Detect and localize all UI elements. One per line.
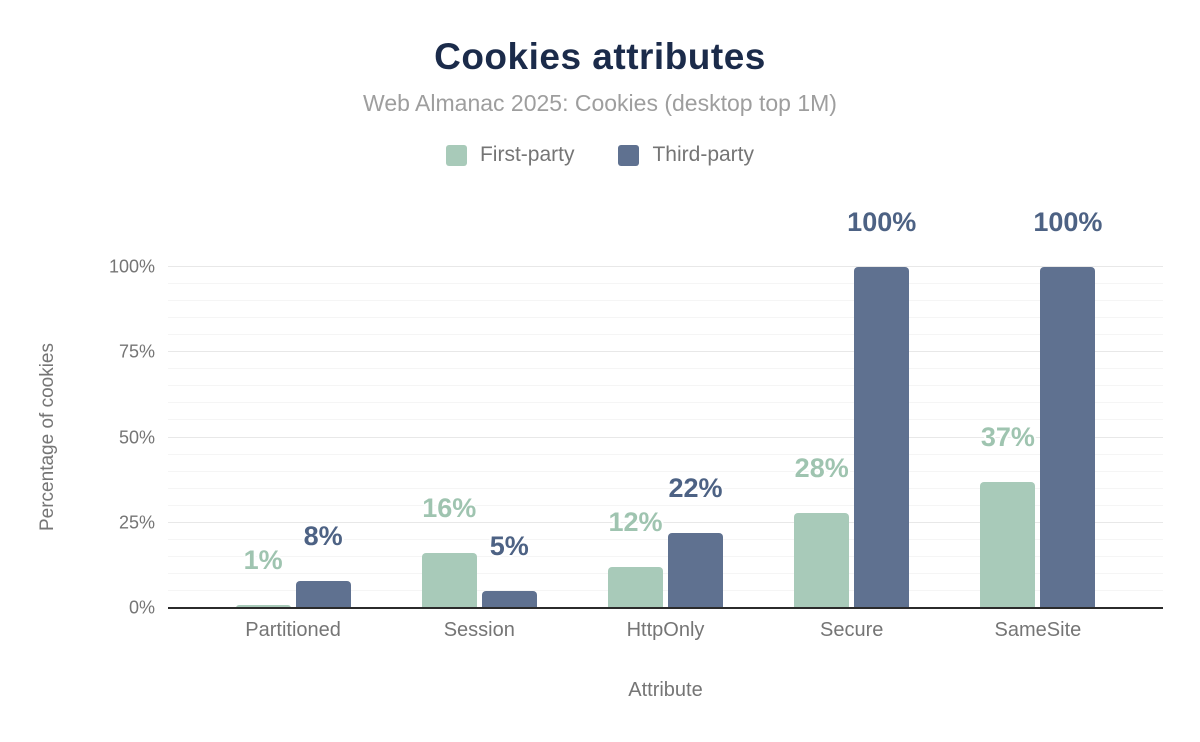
bar-third-party-samesite xyxy=(1040,267,1096,608)
value-label: 12% xyxy=(608,507,663,538)
gridline-minor xyxy=(168,589,1163,591)
gridline-minor xyxy=(168,300,1163,302)
legend-swatch-icon xyxy=(445,144,467,166)
gridline-minor xyxy=(168,334,1163,336)
bar-slot: 12% xyxy=(608,267,663,608)
bar-group-partitioned: 1% 8% Partitioned xyxy=(200,267,386,641)
gridline-minor xyxy=(168,368,1163,370)
y-tick-label: 0% xyxy=(128,597,155,618)
bar-third-party-partitioned xyxy=(295,580,351,608)
y-tick-label: 75% xyxy=(118,341,155,362)
bar-first-party-httponly xyxy=(608,567,663,608)
gridline-minor xyxy=(168,453,1163,455)
bar-group-httponly: 12% 22% HttpOnly xyxy=(572,267,758,641)
y-tick-label: 100% xyxy=(108,256,155,277)
gridline-major xyxy=(168,521,1163,523)
y-axis-ticks: 0% 25% 50% 75% 100% xyxy=(75,257,155,618)
x-tick-label: Partitioned xyxy=(245,619,341,641)
value-label: 100% xyxy=(847,207,917,237)
x-tick-label: SameSite xyxy=(994,619,1082,641)
bar-group-secure: 28% 100% Secure xyxy=(759,209,945,641)
value-label: 5% xyxy=(489,530,529,561)
bar-group-session: 16% 5% Session xyxy=(386,267,572,641)
x-tick-label: HttpOnly xyxy=(626,619,705,641)
value-label: 16% xyxy=(422,493,477,524)
value-label: 37% xyxy=(980,421,1035,452)
bar-slot: 28% xyxy=(794,267,850,608)
legend: First-party Third-party xyxy=(0,143,1200,167)
bar-pair: 12% 22% xyxy=(608,267,723,608)
legend-item-third-party: Third-party xyxy=(618,143,754,167)
bar-third-party-httponly xyxy=(668,532,723,608)
bar-third-party-secure xyxy=(854,267,910,608)
gridline-minor xyxy=(168,317,1163,319)
x-tick-label: Secure xyxy=(820,619,884,641)
legend-label: Third-party xyxy=(652,143,755,166)
bar-slot: 100% xyxy=(847,209,916,608)
y-axis-title: Percentage of cookies xyxy=(37,342,58,532)
bar-slot: 1% xyxy=(235,267,291,608)
gridline-major xyxy=(168,351,1163,353)
bar-first-party-secure xyxy=(794,512,850,608)
gridline-major xyxy=(168,436,1163,438)
gridline-minor xyxy=(168,470,1163,472)
y-tick-label: 50% xyxy=(118,427,155,447)
gridline-minor xyxy=(168,402,1163,404)
bar-third-party-session xyxy=(481,590,537,608)
bar-slot: 37% xyxy=(980,267,1036,608)
bar-slot: 8% xyxy=(295,267,351,608)
bar-slot: 100% xyxy=(1033,209,1102,608)
bar-pair: 37% 100% xyxy=(980,209,1102,608)
gridline-minor xyxy=(168,419,1163,421)
legend-item-first-party: First-party xyxy=(445,143,575,167)
bar-first-party-samesite xyxy=(980,481,1036,608)
bar-groups: 1% 8% Partitioned 16% 5% Session 12% 22% HttpOnl… xyxy=(168,209,1163,641)
gridline-minor xyxy=(168,555,1163,557)
legend-swatch-icon xyxy=(618,144,640,166)
gridline-minor xyxy=(168,385,1163,387)
gridline-major xyxy=(168,266,1163,267)
bar-pair: 16% 5% xyxy=(421,267,537,608)
bar-slot: 16% xyxy=(421,267,477,608)
gridline-minor xyxy=(168,487,1163,489)
bar-slot: 5% xyxy=(481,267,537,608)
value-label: 1% xyxy=(243,544,283,575)
bar-first-party-partitioned xyxy=(235,604,291,608)
bar-slot: 22% xyxy=(668,267,723,608)
gridline-minor xyxy=(168,504,1163,506)
gridline-minor xyxy=(168,283,1163,285)
bar-pair: 1% 8% xyxy=(235,267,351,608)
value-label: 28% xyxy=(794,452,849,483)
x-axis-title: Attribute xyxy=(628,679,703,701)
gridline-minor xyxy=(168,538,1163,540)
chart-title: Cookies attributes xyxy=(434,36,766,77)
y-tick-label: 25% xyxy=(118,512,155,533)
value-label: 8% xyxy=(303,520,343,551)
chart-subtitle: Web Almanac 2025: Cookies (desktop top 1… xyxy=(363,90,837,116)
bar-pair: 28% 100% xyxy=(794,209,916,608)
legend-label: First-party xyxy=(479,143,575,166)
value-label: 22% xyxy=(668,472,723,503)
x-axis-line xyxy=(168,606,1163,609)
bar-first-party-session xyxy=(421,553,477,608)
value-label: 100% xyxy=(1033,207,1103,237)
gridline-minor xyxy=(168,572,1163,574)
x-tick-label: Session xyxy=(443,619,515,641)
plot-area: 0% 25% 50% 75% 100% 1% 8% Partitioned 16% 5% Sess… xyxy=(109,209,1163,641)
bar-group-samesite: 37% 100% SameSite xyxy=(945,209,1131,641)
